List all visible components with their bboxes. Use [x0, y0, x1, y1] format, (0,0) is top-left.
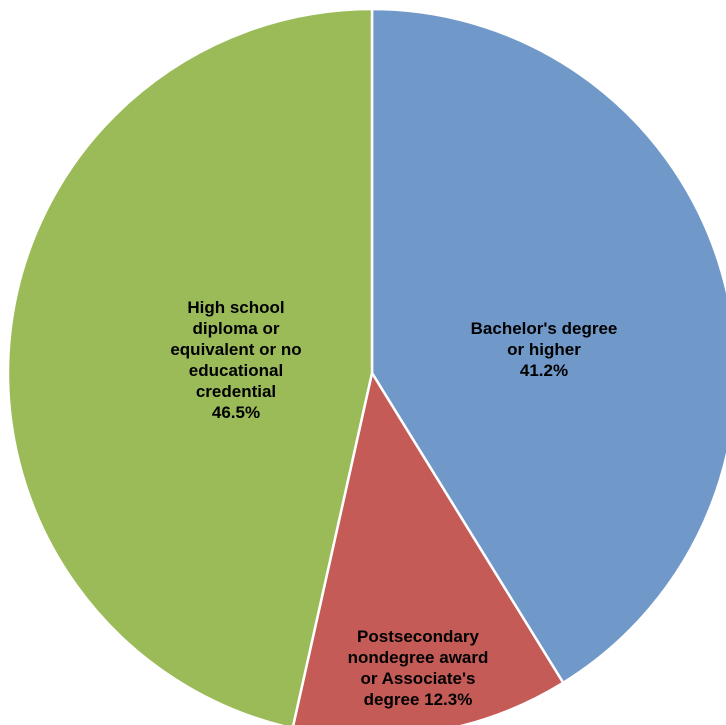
slice-label-line: Bachelor's degree — [471, 319, 618, 338]
slice-label-line: nondegree award — [348, 648, 489, 667]
slice-label-0: Bachelor's degree or higher 41.2% — [471, 319, 618, 380]
slice-label-line: educational — [189, 361, 283, 380]
slice-label-line: or higher — [507, 340, 581, 359]
slice-label-line: equivalent or no — [170, 340, 301, 359]
slice-label-line: or Associate's — [361, 669, 476, 688]
slice-label-line: diploma or — [193, 319, 280, 338]
slice-label-1: Postsecondary nondegree award or Associate… — [348, 627, 489, 709]
slice-label-line: 41.2% — [520, 361, 568, 380]
slice-label-line: 46.5% — [212, 403, 260, 422]
slice-label-2: High school diploma or equivalent or no edu… — [170, 298, 301, 422]
slice-label-line: High school — [187, 298, 284, 317]
pie-slice-2 — [6, 7, 374, 725]
slice-label-line: credential — [196, 382, 276, 401]
slice-label-line: degree 12.3% — [364, 690, 473, 709]
pie-slice-1 — [292, 369, 565, 725]
slice-label-line: Postsecondary — [357, 627, 479, 646]
